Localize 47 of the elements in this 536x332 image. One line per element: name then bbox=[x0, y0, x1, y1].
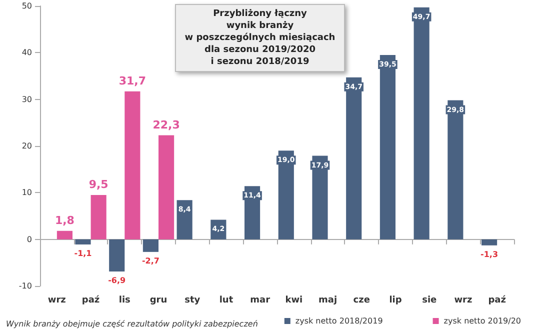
x-tick-label: sie bbox=[422, 296, 437, 306]
y-tick-label: 40 bbox=[22, 48, 32, 58]
y-tick-label: 10 bbox=[22, 188, 32, 198]
bar bbox=[142, 239, 158, 252]
x-tick-label: paź bbox=[82, 294, 100, 306]
x-tick-label: maj bbox=[318, 296, 338, 306]
data-label: 22,3 bbox=[152, 118, 180, 132]
x-tick-label: kwi bbox=[285, 296, 303, 306]
x-tick-label: gru bbox=[150, 296, 168, 306]
legend-label: zysk netto 2018/2019 bbox=[295, 316, 383, 326]
y-tick-label: 50 bbox=[22, 2, 32, 10]
text: Przybliżony łączny wynik branży w poszczególnych miesiącach dla sezonu 2019/2020 i sezonu 2018/2019 bbox=[184, 9, 336, 67]
y-tick-label: 30 bbox=[22, 94, 32, 104]
x-tick-label: mar bbox=[250, 296, 271, 306]
data-label: -1,1 bbox=[74, 248, 92, 258]
x-tick-label: lut bbox=[219, 296, 234, 306]
data-label: -1,3 bbox=[480, 250, 498, 259]
bar bbox=[481, 239, 498, 246]
bar bbox=[158, 135, 174, 240]
bar bbox=[75, 239, 91, 244]
x-tick-label: wrz bbox=[48, 296, 66, 306]
text: Wynik branży obejmuje część rezultatów polityki zabezpieczeń bbox=[6, 320, 258, 328]
bar bbox=[448, 100, 464, 240]
data-label: -6,9 bbox=[108, 276, 126, 286]
data-label: 1,8 bbox=[54, 214, 74, 227]
data-label: 9,5 bbox=[88, 178, 108, 191]
x-tick-label: lip bbox=[389, 296, 402, 306]
legend-label: zysk netto 2019/20 bbox=[444, 316, 522, 326]
bar bbox=[124, 91, 140, 240]
x-tick-label: paź bbox=[488, 294, 506, 306]
bar bbox=[414, 7, 430, 240]
x-tick-label: cze bbox=[353, 296, 370, 306]
y-tick-label: 20 bbox=[22, 142, 32, 150]
bar bbox=[56, 230, 73, 240]
bar bbox=[380, 55, 396, 240]
y-tick-label: 0 bbox=[26, 234, 32, 244]
bar bbox=[346, 77, 362, 240]
x-tick-label: sty bbox=[184, 296, 200, 306]
bar bbox=[109, 239, 125, 272]
x-tick-label: wrz bbox=[454, 296, 472, 306]
data-label: -2,7 bbox=[142, 256, 160, 266]
data-label: 31,7 bbox=[118, 74, 146, 88]
bar bbox=[312, 156, 328, 240]
bar bbox=[90, 195, 106, 240]
y-tick-label: -10 bbox=[18, 282, 32, 290]
x-tick-label: lis bbox=[118, 296, 130, 306]
bar bbox=[278, 150, 294, 240]
